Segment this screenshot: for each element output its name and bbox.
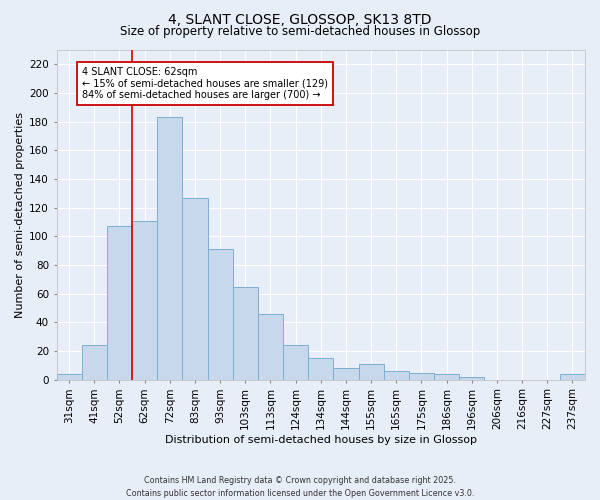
- Bar: [233, 286, 258, 380]
- Bar: [182, 198, 208, 380]
- Bar: [258, 314, 283, 380]
- Bar: [359, 364, 383, 380]
- Text: Size of property relative to semi-detached houses in Glossop: Size of property relative to semi-detach…: [120, 25, 480, 38]
- Bar: [308, 358, 334, 380]
- Bar: [434, 374, 459, 380]
- Bar: [82, 346, 107, 380]
- Bar: [157, 118, 182, 380]
- Bar: [107, 226, 132, 380]
- Bar: [208, 249, 233, 380]
- Bar: [56, 374, 82, 380]
- Bar: [560, 374, 585, 380]
- Bar: [334, 368, 359, 380]
- X-axis label: Distribution of semi-detached houses by size in Glossop: Distribution of semi-detached houses by …: [165, 435, 477, 445]
- Bar: [283, 346, 308, 380]
- Text: 4 SLANT CLOSE: 62sqm
← 15% of semi-detached houses are smaller (129)
84% of semi: 4 SLANT CLOSE: 62sqm ← 15% of semi-detac…: [82, 67, 328, 100]
- Text: 4, SLANT CLOSE, GLOSSOP, SK13 8TD: 4, SLANT CLOSE, GLOSSOP, SK13 8TD: [168, 12, 432, 26]
- Bar: [409, 372, 434, 380]
- Text: Contains HM Land Registry data © Crown copyright and database right 2025.
Contai: Contains HM Land Registry data © Crown c…: [126, 476, 474, 498]
- Y-axis label: Number of semi-detached properties: Number of semi-detached properties: [15, 112, 25, 318]
- Bar: [383, 371, 409, 380]
- Bar: [459, 377, 484, 380]
- Bar: [132, 220, 157, 380]
